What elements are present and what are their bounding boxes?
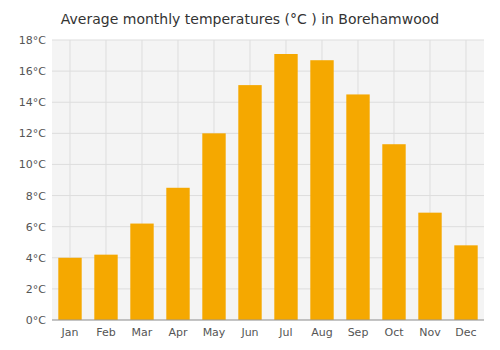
bar (166, 188, 189, 320)
grid (52, 40, 484, 320)
x-tick-label: Jun (240, 326, 258, 339)
x-tick-label: Jan (61, 326, 79, 339)
y-grid-line (52, 102, 484, 103)
x-tick-label: Aug (311, 326, 332, 339)
chart-svg: 0°C 2°C 4°C 6°C 8°C 10°C 12°C 14°C 16°C 18°C Jan Fe… (0, 0, 500, 350)
y-tick-label: 12°C (19, 127, 46, 140)
y-tick-label: 18°C (19, 34, 46, 47)
bar (274, 54, 297, 320)
x-tick-label: Feb (96, 326, 115, 339)
chart-container: 0°C 2°C 4°C 6°C 8°C 10°C 12°C 14°C 16°C 18°C Jan Fe… (0, 0, 500, 350)
x-tick-label: Dec (455, 326, 476, 339)
y-grid-line (52, 195, 484, 196)
bars (58, 54, 477, 320)
y-grid-line (52, 164, 484, 165)
bar (130, 224, 153, 320)
y-grid-line (52, 40, 484, 41)
x-tick-label: Apr (168, 326, 188, 339)
y-tick-label: 4°C (26, 252, 46, 265)
y-grid-line (52, 320, 484, 321)
y-tick-label: 2°C (26, 283, 46, 296)
y-tick-label: 14°C (19, 96, 46, 109)
bar (94, 255, 117, 320)
x-tick-label: Jul (278, 326, 292, 339)
x-tick-label: Oct (384, 326, 404, 339)
x-tick-label: Nov (419, 326, 441, 339)
y-grid-line (52, 71, 484, 72)
bar (418, 213, 441, 320)
x-axis-line (52, 320, 484, 321)
y-tick-label: 10°C (19, 158, 46, 171)
chart-title: Average monthly temperatures (°C ) in Bo… (61, 11, 439, 27)
plot-background (52, 40, 484, 320)
x-tick-label: Mar (132, 326, 153, 339)
bar (346, 94, 369, 320)
bar (382, 144, 405, 320)
y-tick-label: 6°C (26, 221, 46, 234)
bar (58, 258, 81, 320)
bar (454, 245, 477, 320)
y-grid-line (52, 133, 484, 134)
x-tick-label: Sep (348, 326, 369, 339)
bar (238, 85, 261, 320)
y-tick-label: 0°C (26, 314, 46, 327)
bar (310, 60, 333, 320)
bar (202, 133, 225, 320)
y-tick-label: 8°C (26, 190, 46, 203)
x-tick-label: May (203, 326, 226, 339)
y-tick-label: 16°C (19, 65, 46, 78)
